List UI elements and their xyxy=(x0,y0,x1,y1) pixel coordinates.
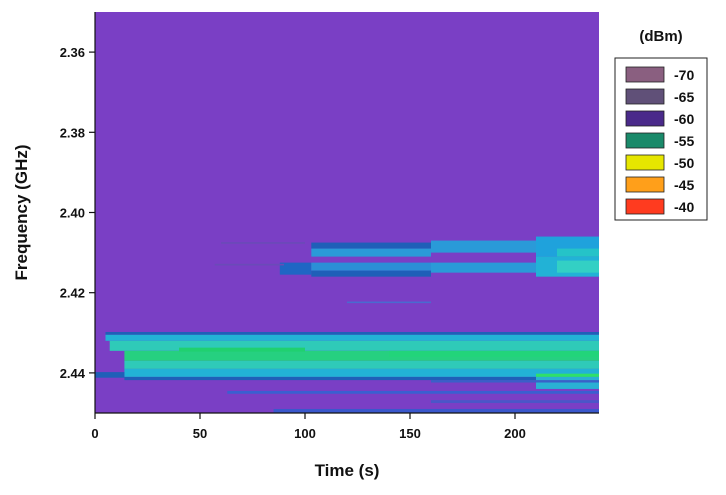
colorbar-label: -70 xyxy=(674,67,694,83)
colorbar-label: -50 xyxy=(674,155,694,171)
heatmap-band xyxy=(124,368,600,377)
y-axis: 2.36 2.38 2.40 2.42 2.44 xyxy=(60,12,96,413)
heatmap-band xyxy=(227,390,600,394)
heatmap-band xyxy=(105,334,599,341)
heatmap-band xyxy=(311,242,431,249)
heatmap-band xyxy=(179,347,305,352)
y-tick-label: 2.38 xyxy=(60,125,85,140)
heatmap-band xyxy=(221,242,305,244)
heatmap-band xyxy=(431,380,599,383)
colorbar-swatch xyxy=(625,198,665,215)
heatmap-band xyxy=(536,373,599,377)
heatmap-band xyxy=(214,263,284,266)
colorbar-swatch xyxy=(625,66,665,83)
heatmap-band xyxy=(311,270,431,277)
x-tick-label: 0 xyxy=(91,426,98,441)
x-tick-label: 150 xyxy=(399,426,421,441)
colorbar-swatch xyxy=(625,154,665,171)
colorbar-swatch xyxy=(625,132,665,149)
heatmap-band xyxy=(389,350,599,357)
heatmap-band xyxy=(273,408,599,413)
colorbar-legend: (dBm) -70 -65 -60 -55 -50 -45 -40 xyxy=(614,28,708,221)
heatmap-band xyxy=(279,262,312,275)
heatmap-band xyxy=(557,248,599,257)
colorbar-items: -70 -65 -60 -55 -50 -45 -40 xyxy=(625,66,694,215)
heatmap-band xyxy=(311,248,431,257)
heatmap-band xyxy=(431,262,536,273)
heatmap-band xyxy=(95,372,125,378)
x-axis: 0 50 100 150 200 xyxy=(91,412,599,441)
colorbar-swatch xyxy=(625,110,665,127)
x-tick-label: 100 xyxy=(294,426,316,441)
heatmap-band xyxy=(347,301,431,304)
colorbar-swatch xyxy=(625,88,665,105)
y-tick-label: 2.44 xyxy=(60,366,86,381)
heatmap-band xyxy=(124,350,600,361)
y-tick-label: 2.40 xyxy=(60,206,85,221)
plot-area xyxy=(95,12,600,413)
y-tick-label: 2.42 xyxy=(60,286,85,301)
heatmap-band xyxy=(105,331,599,335)
y-axis-label: Frequency (GHz) xyxy=(12,144,31,280)
x-tick-label: 50 xyxy=(193,426,207,441)
heatmap-band xyxy=(557,260,599,273)
heatmap-band xyxy=(536,376,599,389)
colorbar-label: -60 xyxy=(674,111,694,127)
heatmap-bands xyxy=(95,236,600,413)
heatmap-band xyxy=(431,400,599,403)
x-axis-label: Time (s) xyxy=(315,461,380,480)
heatmap-band xyxy=(311,262,431,271)
colorbar-swatch xyxy=(625,176,665,193)
colorbar-label: -55 xyxy=(674,133,694,149)
colorbar-label: -40 xyxy=(674,199,694,215)
colorbar-label: -45 xyxy=(674,177,694,193)
colorbar-label: -65 xyxy=(674,89,694,105)
y-tick-label: 2.36 xyxy=(60,45,85,60)
heatmap-band xyxy=(124,360,600,369)
heatmap-band xyxy=(109,340,599,351)
colorbar-title: (dBm) xyxy=(639,28,682,45)
heatmap-band xyxy=(431,240,536,253)
heatmap-band xyxy=(124,376,600,381)
x-tick-label: 200 xyxy=(504,426,526,441)
